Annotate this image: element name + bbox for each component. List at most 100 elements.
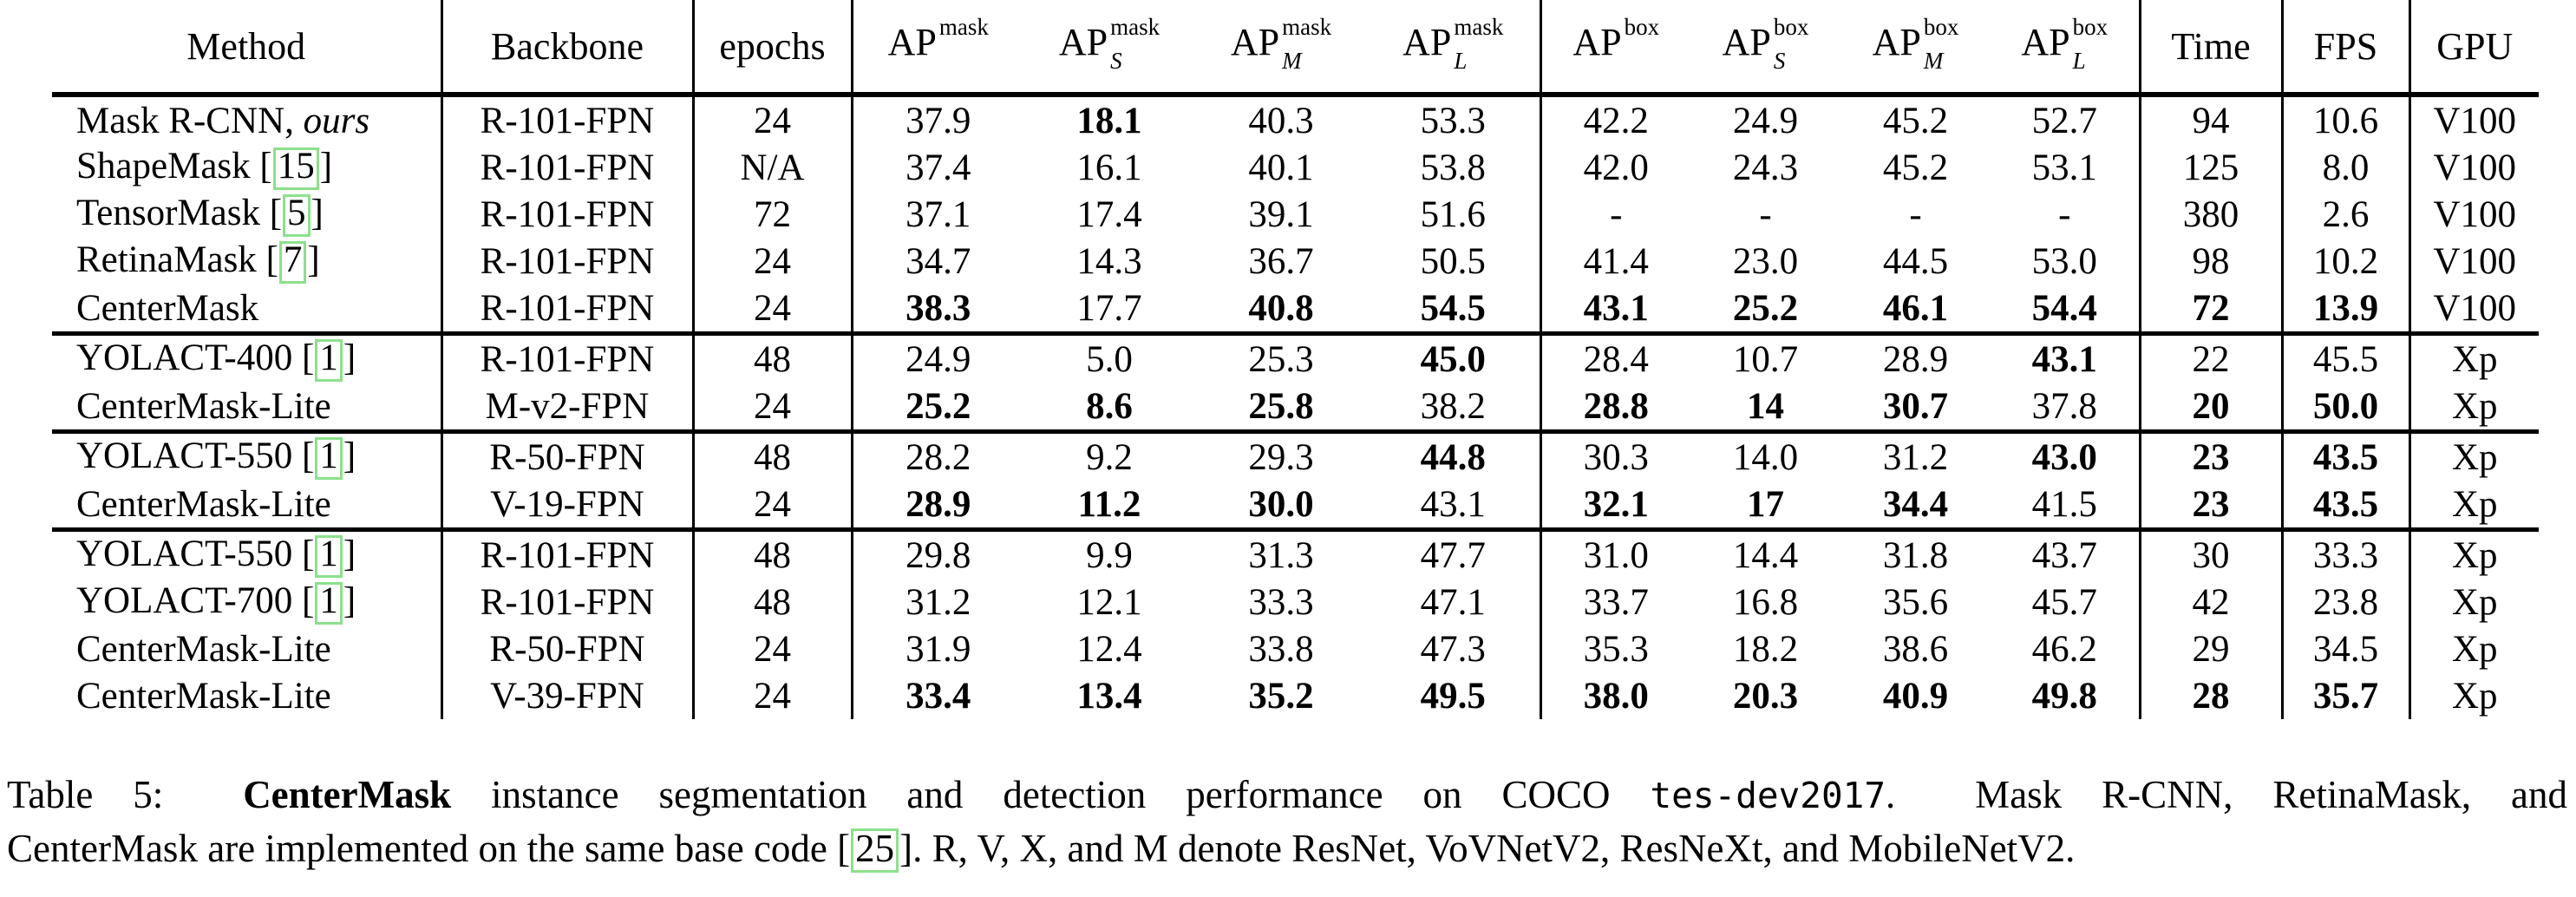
value-cell: 12.4 [1076, 628, 1142, 670]
ap-superscript: box [1773, 14, 1809, 40]
value-cell: 33.4 [906, 675, 971, 717]
value-cell: R-101-FPN [441, 144, 695, 191]
ap-label: AP [1722, 21, 1771, 64]
citation-link[interactable]: 1 [315, 437, 343, 480]
value-cell: 22 [2140, 331, 2284, 383]
value-cell: 8.6 [1086, 385, 1133, 427]
value-cell: 24 [693, 285, 853, 334]
value-cell: 47.1 [1367, 579, 1542, 625]
value-cell: 28.2 [852, 429, 1023, 481]
value-cell: 11.2 [1077, 483, 1141, 525]
ap-subscript: M [1923, 48, 1944, 74]
value-cell: 53.1 [1991, 144, 2141, 191]
value-cell: 31.0 [1540, 527, 1690, 579]
value-cell: 24.9 [1732, 100, 1799, 141]
method-cell: CenterMask-Lite [52, 383, 443, 432]
value-cell: 24.9 [852, 331, 1023, 383]
table-row: YOLACT-700 [1] R-101-FPN 48 31.2 12.1 33.3 47.… [52, 579, 2539, 625]
value-cell: 46.1 [1882, 287, 1949, 329]
value-cell: 45.2 [1882, 100, 1949, 141]
value-cell: 35.3 [1583, 628, 1649, 670]
citation-link[interactable]: 1 [315, 339, 343, 382]
method-label: CenterMask-Lite [76, 628, 331, 670]
value-cell: 28 [2140, 672, 2284, 719]
method-cell: TensorMask [5] [52, 191, 443, 238]
method-label: YOLACT-550 [76, 435, 293, 477]
table-head: Method Backbone epochs AP mask AP mask S AP mask M… [52, 0, 2539, 97]
value-cell: 32.1 [1583, 483, 1649, 525]
citation-link[interactable]: 15 [272, 147, 319, 190]
value-cell: - [1909, 193, 1922, 235]
value-cell: 40.8 [1248, 287, 1314, 329]
value-cell: 24 [693, 672, 853, 719]
value-cell: R-101-FPN [441, 579, 695, 625]
column-header-ap-mask-s: AP mask S [1023, 0, 1195, 97]
column-header-time: Time [2140, 0, 2284, 97]
value-cell: 50.0 [2282, 383, 2411, 432]
value-cell: R-101-FPN [441, 191, 695, 238]
ap-superscript: box [1624, 14, 1660, 40]
value-cell: 16.8 [1732, 581, 1799, 623]
value-cell: 45.5 [2282, 331, 2411, 383]
value-cell: 40.3 [1248, 100, 1314, 141]
value-cell: 30.3 [1540, 429, 1690, 481]
citation-link[interactable]: 7 [278, 241, 307, 284]
method-label-italic: ours [303, 100, 370, 141]
value-cell: 35.6 [1882, 581, 1949, 623]
value-cell: 49.8 [1991, 672, 2141, 719]
table-row: TensorMask [5] R-101-FPN 72 37.1 17.4 39.1 51.… [52, 191, 2539, 238]
ap-scripts: mask L [1454, 16, 1503, 73]
value-cell: 18.2 [1732, 628, 1799, 670]
value-cell: 31.2 [906, 581, 971, 623]
value-cell: V100 [2433, 147, 2517, 188]
method-cell: CenterMask-Lite [52, 481, 443, 530]
ap-superscript: box [1923, 14, 1959, 40]
value-cell: 33.3 [2282, 527, 2411, 579]
caption-text: CenterMask are implemented on the same b… [7, 827, 851, 870]
value-cell: 42.0 [1583, 147, 1649, 188]
value-cell: Xp [2451, 628, 2498, 670]
citation-link[interactable]: 1 [315, 582, 343, 625]
value-cell: 51.6 [1367, 191, 1542, 238]
method-cell: Mask R-CNN, ours [52, 95, 443, 144]
table-row: CenterMask R-101-FPN 24 38.3 17.7 40.8 54.5 43.… [52, 285, 2539, 334]
method-label: CenterMask-Lite [76, 483, 331, 525]
ap-subscript: S [1110, 48, 1122, 74]
value-cell: - [1610, 193, 1623, 235]
value-cell: 42 [2140, 579, 2284, 625]
table-caption: Table 5: CenterMask instance segmentatio… [7, 769, 2567, 875]
value-cell: 10.7 [1690, 331, 1840, 383]
ap-label: AP [887, 21, 937, 64]
value-cell: Xp [2451, 483, 2498, 525]
table-block: YOLACT-550 [1] R-101-FPN 48 29.8 9.9 31.3 47.7… [52, 527, 2539, 719]
value-cell: 23 [2140, 429, 2284, 481]
value-cell: 23.0 [1732, 240, 1799, 282]
ap-scripts: mask S [1110, 16, 1160, 73]
column-header-backbone: Backbone [441, 0, 695, 97]
value-cell: V100 [2433, 287, 2517, 329]
value-cell: 46.2 [1991, 625, 2141, 672]
table-row: YOLACT-550 [1] R-101-FPN 48 29.8 9.9 31.3 47.7… [52, 527, 2539, 579]
value-cell: R-50-FPN [441, 429, 695, 481]
citation-link[interactable]: 1 [315, 535, 343, 578]
value-cell: 33.8 [1248, 628, 1314, 670]
value-cell: R-101-FPN [441, 285, 695, 334]
method-label: YOLACT-700 [76, 580, 293, 622]
value-cell: 45.0 [1367, 331, 1542, 383]
method-cell: ShapeMask [15] [52, 144, 443, 191]
method-cell: CenterMask-Lite [52, 625, 443, 672]
value-cell: 31.9 [906, 628, 971, 670]
table-row: CenterMask-Lite R-50-FPN 24 31.9 12.4 33.8 47.… [52, 625, 2539, 672]
value-cell: 43.0 [1991, 429, 2141, 481]
value-cell: 25.2 [906, 385, 971, 427]
value-cell: 45.7 [1991, 579, 2141, 625]
table-block: YOLACT-550 [1] R-50-FPN 48 28.2 9.2 29.3 44.8 3… [52, 429, 2539, 530]
value-cell: 18.1 [1076, 100, 1142, 141]
value-cell: 40.1 [1248, 147, 1314, 188]
ap-superscript: mask [1282, 14, 1332, 40]
citation-link[interactable]: 5 [283, 194, 311, 237]
ap-label: AP [1230, 21, 1280, 64]
method-label: CenterMask-Lite [76, 385, 331, 427]
citation-link[interactable]: 25 [851, 828, 899, 873]
ap-label: AP [1872, 21, 1921, 64]
